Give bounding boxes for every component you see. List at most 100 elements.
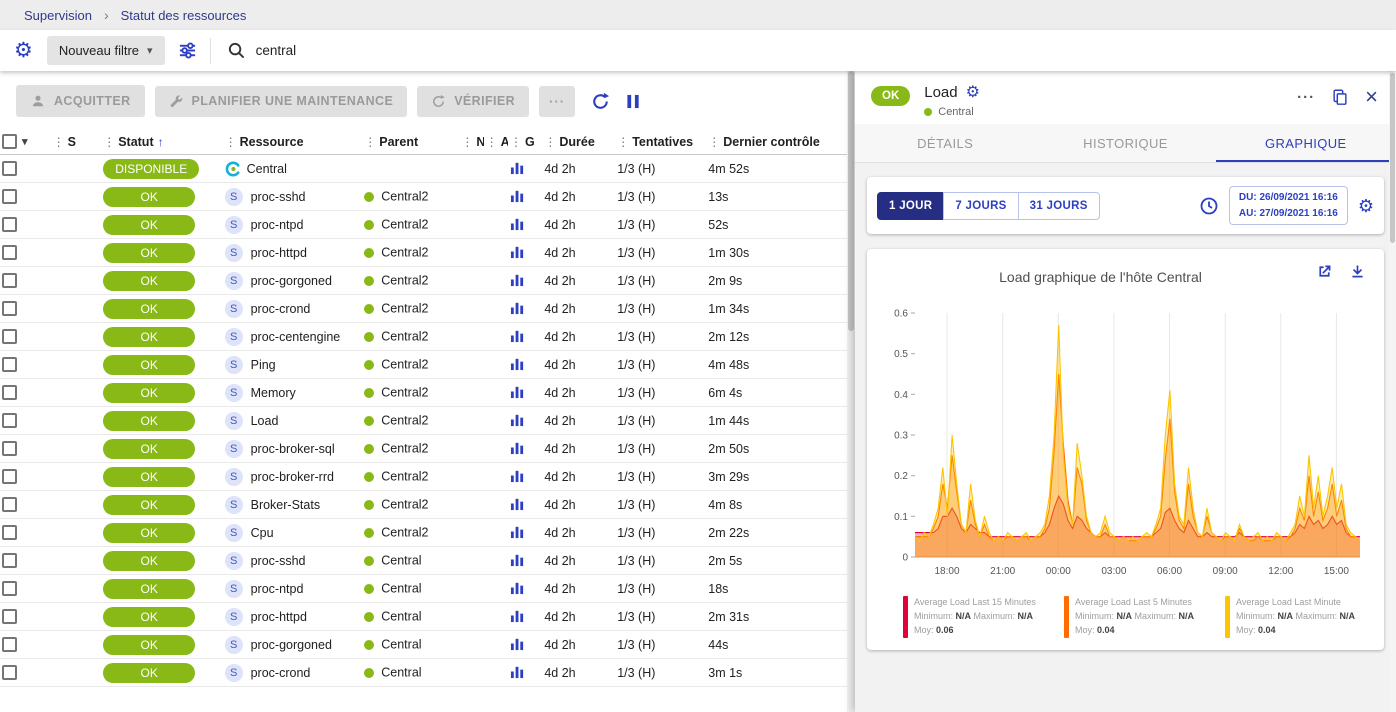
row-checkbox[interactable] (2, 161, 17, 176)
row-checkbox[interactable] (2, 441, 17, 456)
graph-icon[interactable] (508, 295, 542, 323)
check-button[interactable]: VÉRIFIER (417, 86, 529, 117)
column-status[interactable]: ⋮Statut↑ (101, 129, 222, 155)
tab-graph[interactable]: GRAPHIQUE (1216, 124, 1396, 162)
graph-icon[interactable] (508, 575, 542, 603)
graph-icon[interactable] (508, 323, 542, 351)
breadcrumb-item-supervision[interactable]: Supervision (24, 8, 92, 23)
row-checkbox[interactable] (2, 357, 17, 372)
table-row[interactable]: OKSproc-gorgonedCentral24d 2h1/3 (H)2m 9… (0, 267, 847, 295)
parent-cell[interactable]: Central2 (362, 295, 459, 323)
tab-history[interactable]: HISTORIQUE (1035, 124, 1215, 162)
resource-cell[interactable]: Sproc-broker-sql (223, 435, 363, 463)
parent-cell[interactable]: Central2 (362, 183, 459, 211)
plan-maintenance-button[interactable]: PLANIFIER UNE MAINTENANCE (155, 86, 408, 117)
graph-icon[interactable] (508, 211, 542, 239)
download-icon[interactable] (1349, 263, 1366, 280)
load-chart[interactable]: 18:0021:0000:0003:0006:0009:0012:0015:00… (877, 303, 1374, 590)
row-checkbox[interactable] (2, 329, 17, 344)
table-row[interactable]: OKSproc-crondCentral4d 2h1/3 (H)3m 1s (0, 659, 847, 687)
row-checkbox[interactable] (2, 553, 17, 568)
resource-cell[interactable]: Sproc-sshd (223, 183, 363, 211)
resource-cell[interactable]: Sproc-sshd (223, 547, 363, 575)
row-checkbox[interactable] (2, 217, 17, 232)
graph-icon[interactable] (508, 239, 542, 267)
row-checkbox[interactable] (2, 525, 17, 540)
scrollbar-thumb[interactable] (848, 71, 854, 331)
parent-cell[interactable]: Central (362, 547, 459, 575)
graph-icon[interactable] (508, 463, 542, 491)
parent-cell[interactable]: Central2 (362, 491, 459, 519)
resource-cell[interactable]: SMemory (223, 379, 363, 407)
drawer-more-icon[interactable]: ··· (1297, 89, 1315, 106)
parent-cell[interactable]: Central (362, 631, 459, 659)
resource-cell[interactable]: SBroker-Stats (223, 491, 363, 519)
resource-cell[interactable]: Sproc-httpd (223, 239, 363, 267)
table-row[interactable]: OKSproc-broker-rrdCentral24d 2h1/3 (H)3m… (0, 463, 847, 491)
select-all-checkbox[interactable] (2, 134, 17, 149)
row-checkbox[interactable] (2, 189, 17, 204)
graph-icon[interactable] (508, 603, 542, 631)
pause-icon[interactable] (626, 93, 641, 110)
graph-icon[interactable] (508, 407, 542, 435)
parent-cell[interactable]: Central2 (362, 323, 459, 351)
parent-cell[interactable]: Central2 (362, 407, 459, 435)
column-last-check[interactable]: ⋮Dernier contrôle (706, 129, 847, 155)
row-checkbox[interactable] (2, 245, 17, 260)
resource-cell[interactable]: Sproc-ntpd (223, 211, 363, 239)
graph-icon[interactable] (508, 659, 542, 687)
table-scrollbar[interactable] (847, 71, 855, 712)
legend-item[interactable]: Average Load Last MinuteMinimum: N/A Max… (1225, 596, 1374, 638)
column-parent[interactable]: ⋮Parent (362, 129, 459, 155)
graph-icon[interactable] (508, 351, 542, 379)
drawer-scrollbar[interactable] (1389, 71, 1396, 712)
parent-cell[interactable]: Central2 (362, 211, 459, 239)
legend-item[interactable]: Average Load Last 5 MinutesMinimum: N/A … (1064, 596, 1213, 638)
table-row[interactable]: OKSproc-sshdCentral4d 2h1/3 (H)2m 5s (0, 547, 847, 575)
resource-cell[interactable]: Central (223, 155, 363, 183)
parent-cell[interactable]: Central2 (362, 239, 459, 267)
column-severity[interactable]: ⋮S (51, 129, 102, 155)
column-acknowledge[interactable]: ⋮A (484, 129, 508, 155)
column-duration[interactable]: ⋮Durée (542, 129, 615, 155)
parent-cell[interactable]: Central2 (362, 267, 459, 295)
table-row[interactable]: OKSproc-centengineCentral24d 2h1/3 (H)2m… (0, 323, 847, 351)
new-filter-dropdown[interactable]: Nouveau filtre ▾ (47, 36, 165, 65)
resource-cell[interactable]: Sproc-ntpd (223, 575, 363, 603)
table-row[interactable]: OKSMemoryCentral24d 2h1/3 (H)6m 4s (0, 379, 847, 407)
table-row[interactable]: OKSproc-httpdCentral24d 2h1/3 (H)1m 30s (0, 239, 847, 267)
refresh-icon[interactable] (591, 92, 610, 111)
parent-cell[interactable]: Central (362, 603, 459, 631)
table-row[interactable]: OKSproc-ntpdCentral24d 2h1/3 (H)52s (0, 211, 847, 239)
table-row[interactable]: OKSCpuCentral24d 2h1/3 (H)2m 22s (0, 519, 847, 547)
row-checkbox[interactable] (2, 301, 17, 316)
row-checkbox[interactable] (2, 609, 17, 624)
parent-cell[interactable]: Central2 (362, 379, 459, 407)
row-checkbox[interactable] (2, 581, 17, 596)
column-notes[interactable]: ⋮N (459, 129, 483, 155)
copy-link-icon[interactable] (1331, 88, 1349, 106)
row-checkbox[interactable] (2, 665, 17, 680)
resource-cell[interactable]: SLoad (223, 407, 363, 435)
resource-cell[interactable]: Sproc-crond (223, 295, 363, 323)
acknowledge-button[interactable]: ACQUITTER (16, 85, 145, 117)
table-row[interactable]: OKSBroker-StatsCentral24d 2h1/3 (H)4m 8s (0, 491, 847, 519)
column-tries[interactable]: ⋮Tentatives (615, 129, 706, 155)
graph-icon[interactable] (508, 547, 542, 575)
parent-cell[interactable]: Central2 (362, 351, 459, 379)
resource-cell[interactable]: Sproc-crond (223, 659, 363, 687)
table-row[interactable]: OKSproc-broker-sqlCentral24d 2h1/3 (H)2m… (0, 435, 847, 463)
period-1-day-button[interactable]: 1 JOUR (877, 192, 944, 220)
table-row[interactable]: DISPONIBLECentral4d 2h1/3 (H)4m 52s (0, 155, 847, 183)
row-checkbox[interactable] (2, 385, 17, 400)
clock-icon[interactable] (1199, 196, 1219, 216)
period-31-days-button[interactable]: 31 JOURS (1018, 192, 1100, 220)
resource-cell[interactable]: Sproc-broker-rrd (223, 463, 363, 491)
parent-cell[interactable]: Central2 (362, 435, 459, 463)
search-input[interactable] (256, 43, 656, 58)
table-row[interactable]: OKSproc-gorgonedCentral4d 2h1/3 (H)44s (0, 631, 847, 659)
graph-icon[interactable] (508, 435, 542, 463)
resource-cell[interactable]: Sproc-gorgoned (223, 631, 363, 659)
parent-cell[interactable]: Central (362, 575, 459, 603)
table-row[interactable]: OKSPingCentral24d 2h1/3 (H)4m 48s (0, 351, 847, 379)
